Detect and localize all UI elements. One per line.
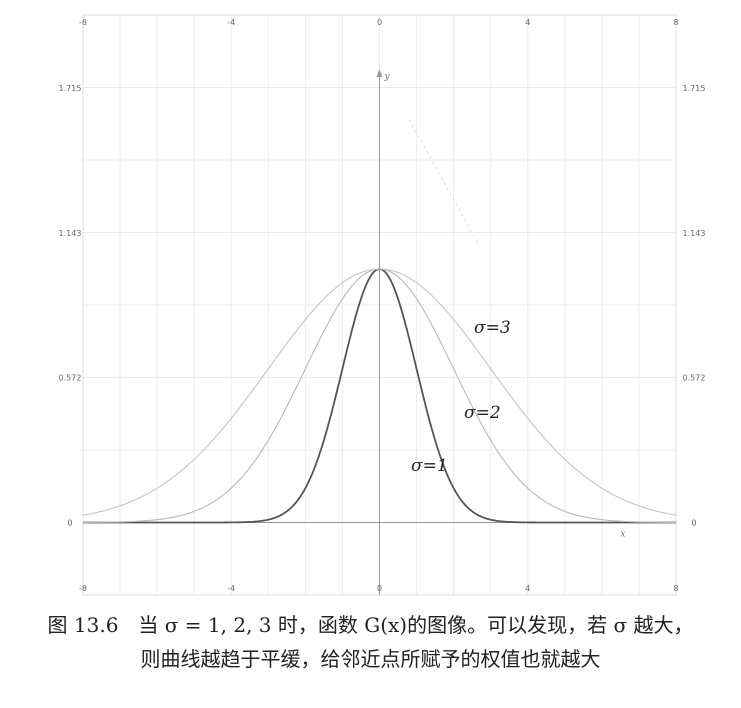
y-tick-label-left: 1.715 — [59, 84, 82, 93]
caption-line-1: 图 13.6 当 σ = 1, 2, 3 时，函数 G(x)的图像。可以发现，若… — [47, 613, 694, 637]
y-tick-label-left: 1.143 — [59, 229, 82, 238]
y-tick-label-right: 1.715 — [683, 84, 706, 93]
x-tick-label-bottom: 0 — [377, 584, 382, 593]
x-tick-label-top: -4 — [227, 18, 235, 27]
y-tick-label-left: 0.572 — [59, 374, 82, 383]
curve-labels: σ=3 σ=2 σ=1 — [411, 318, 511, 476]
x-tick-label-bottom: -8 — [79, 584, 87, 593]
x-tick-label-top: -8 — [79, 18, 87, 27]
y-axis-label: y — [384, 72, 391, 82]
x-tick-label-bottom: 4 — [525, 584, 530, 593]
x-tick-label-bottom: -4 — [227, 584, 235, 593]
y-tick-label-left: 0 — [67, 519, 72, 528]
label-sigma-1: σ=1 — [411, 456, 448, 476]
y-tick-label-right: 1.143 — [683, 229, 706, 238]
curve-sigma-3 — [82, 268, 677, 516]
x-tick-label-top: 0 — [377, 18, 382, 27]
tick-labels: -8 -8 -4 -4 0 0 4 4 8 8 0 0 0.572 0.572 1.143 1.143 1.71… — [59, 18, 706, 593]
figure-caption: 图 13.6 当 σ = 1, 2, 3 时，函数 G(x)的图像。可以发现，若… — [0, 608, 741, 676]
x-axis-label: x — [620, 530, 625, 540]
curves — [82, 268, 677, 524]
gaussian-chart: y x -8 -8 -4 -4 0 0 4 4 8 8 0 0 0.572 0.572 1.143 1.143 1… — [59, 14, 706, 596]
y-axis-arrow — [376, 69, 383, 77]
faint-guide-line — [408, 119, 481, 247]
caption-line-2: 则曲线越趋于平缓，给邻近点所赋予的权值也就越大 — [140, 647, 601, 671]
x-tick-label-top: 4 — [525, 18, 530, 27]
x-tick-label-top: 8 — [673, 18, 678, 27]
label-sigma-2: σ=2 — [464, 403, 501, 423]
y-tick-label-right: 0.572 — [683, 374, 706, 383]
label-sigma-3: σ=3 — [474, 318, 511, 338]
y-tick-label-right: 0 — [691, 519, 696, 528]
x-tick-label-bottom: 8 — [673, 584, 678, 593]
